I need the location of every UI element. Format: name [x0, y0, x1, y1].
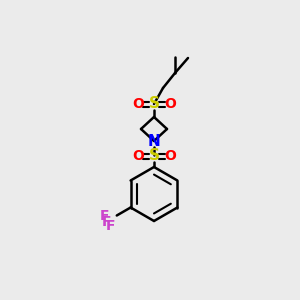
Text: N: N	[148, 134, 160, 148]
Text: O: O	[132, 97, 144, 111]
Text: S: S	[148, 97, 160, 112]
Text: F: F	[100, 208, 110, 223]
Text: S: S	[148, 148, 160, 164]
Text: O: O	[164, 149, 176, 163]
Text: F: F	[102, 214, 111, 229]
Text: O: O	[164, 97, 176, 111]
Text: O: O	[132, 149, 144, 163]
Text: F: F	[106, 219, 116, 233]
